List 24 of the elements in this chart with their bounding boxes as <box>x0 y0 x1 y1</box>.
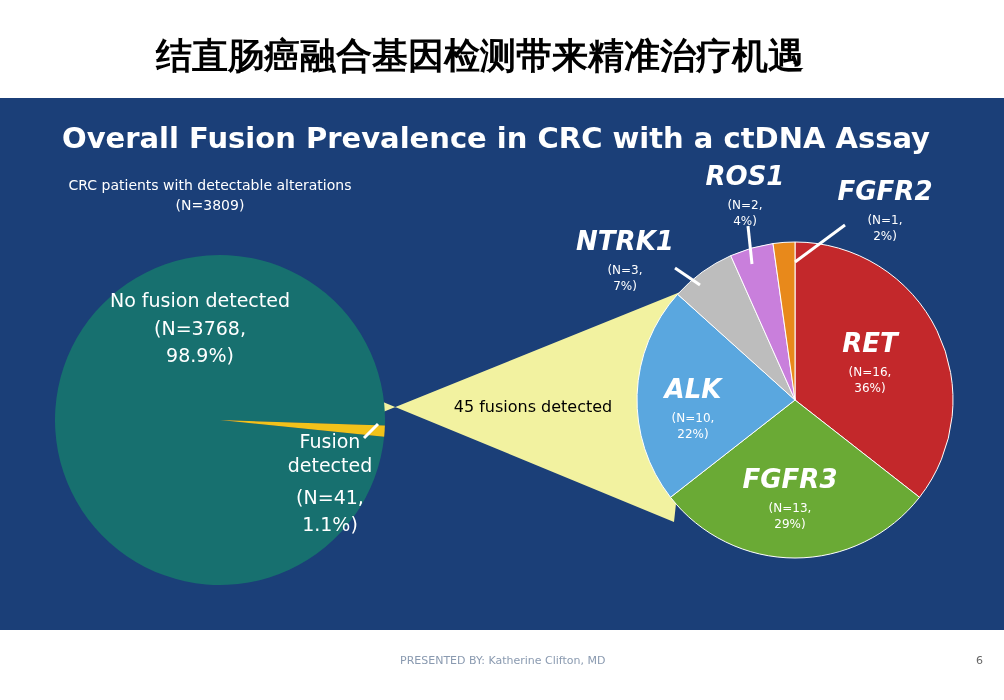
slice-label: RET <box>842 328 901 358</box>
data-label: (N=3768, 98.9%) <box>154 317 246 366</box>
data-label: (N=16, 36%) <box>848 365 892 395</box>
chart-title: CRC patients with detectable alterations <box>68 177 352 193</box>
slice-label: FGFR2 <box>837 176 933 206</box>
data-label: (N=10, 22%) <box>671 411 715 441</box>
data-label: (N=3, 7%) <box>607 263 643 293</box>
slice-label: ROS1 <box>705 161 785 191</box>
data-label: (N=41, 1.1%) <box>296 486 364 535</box>
data-label: (N=1, 2%) <box>867 213 903 243</box>
slice-label: NTRK1 <box>576 226 674 256</box>
slice-label: ALK <box>662 374 724 404</box>
text: 6 <box>976 654 983 667</box>
slice-label: FGFR3 <box>742 464 838 494</box>
data-label: (N=13, 29%) <box>768 501 812 531</box>
text: 结直肠癌融合基因检测带来精准治疗机遇 <box>155 35 804 76</box>
text: Overall Fusion Prevalence in CRC with a ctDNA Assay <box>61 121 931 155</box>
slice-label: No fusion detected <box>109 289 291 311</box>
text: PRESENTED BY: Katherine Clifton, MD <box>400 654 606 667</box>
text: 45 fusions detected <box>453 397 613 416</box>
slice-label: Fusion detected <box>287 430 373 476</box>
chart-subtitle: (N=3809) <box>175 197 245 213</box>
pie-slice <box>55 255 385 585</box>
data-label: (N=2, 4%) <box>727 198 763 228</box>
